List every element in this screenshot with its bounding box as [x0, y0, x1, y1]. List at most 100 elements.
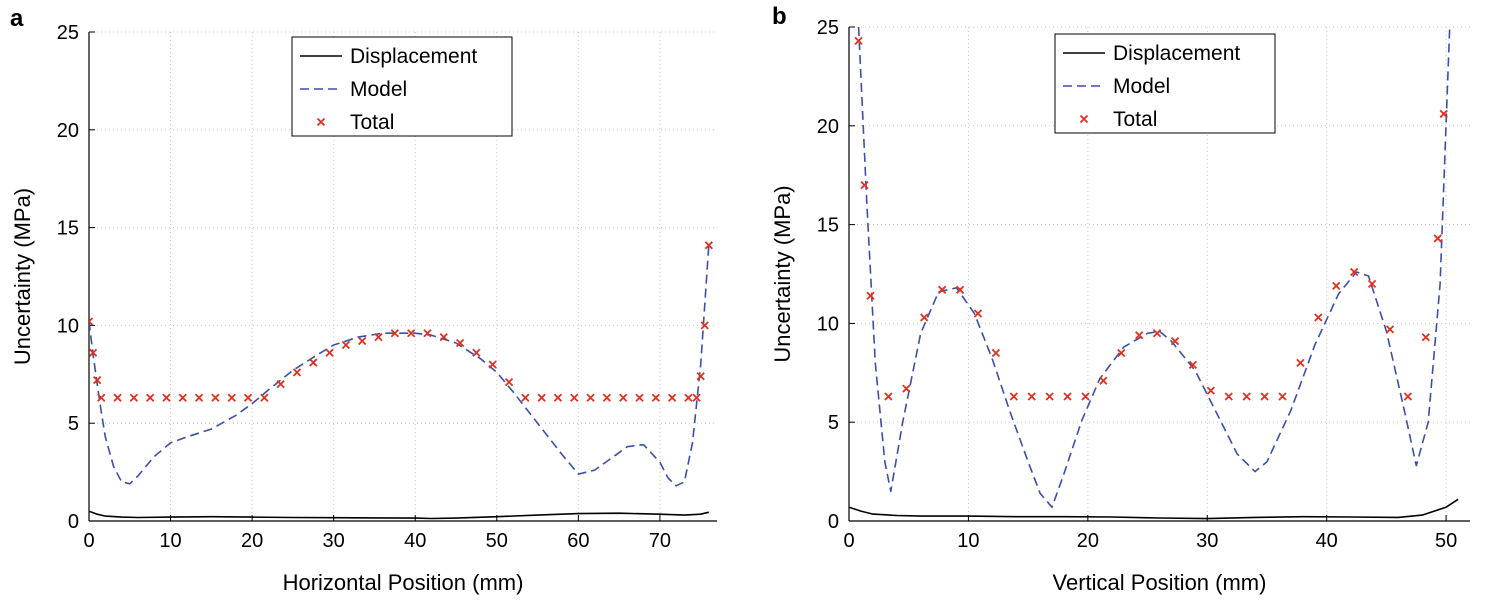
total-marker: [1099, 376, 1108, 385]
total-marker: [1350, 267, 1359, 277]
total-marker: [1439, 109, 1448, 119]
total-marker: [358, 336, 367, 346]
plot-area: [89, 241, 713, 520]
total-marker: [902, 384, 911, 393]
legend-label-total: Total: [1113, 108, 1157, 131]
total-marker: [955, 285, 965, 294]
total-marker: [194, 393, 204, 402]
total-marker: [113, 393, 122, 402]
y-tick-label: 0: [828, 511, 839, 533]
plot-area: [849, 27, 1459, 520]
legend-label-model: Model: [350, 78, 407, 101]
total-marker: [1242, 392, 1251, 401]
total-marker: [260, 393, 269, 402]
x-tick-label: 0: [83, 530, 94, 552]
total-marker: [1433, 234, 1442, 243]
total-marker: [89, 348, 98, 357]
total-marker: [1260, 392, 1269, 401]
total-marker: [504, 377, 514, 387]
total-marker: [866, 291, 875, 300]
total-marker: [178, 393, 187, 402]
panel-b: 0 10 20 30 40 50 0 5 10 15 20 25 Vertical Position (…: [770, 3, 1470, 595]
total-marker: [472, 348, 481, 357]
total-marker: [700, 321, 709, 330]
legend-label-total: Total: [350, 111, 394, 134]
y-tick-label: 10: [57, 315, 79, 337]
total-marker: [1117, 348, 1126, 358]
total-marker: [390, 329, 399, 338]
total-marker: [276, 379, 285, 389]
total-marker: [1403, 392, 1413, 401]
legend-box: [291, 36, 513, 137]
total-marker: [1027, 392, 1036, 401]
total-marker: [407, 329, 416, 338]
x-axis-label: Vertical Position (mm): [1053, 570, 1267, 595]
total-marker: [920, 313, 929, 322]
total-marker: [1367, 279, 1377, 289]
x-tick-label: 20: [1077, 530, 1099, 552]
total-marker: [854, 36, 863, 45]
series-displacement-line: [89, 510, 709, 520]
x-tick-label: 70: [649, 530, 671, 552]
total-marker: [146, 393, 155, 402]
x-tick-label: 40: [1316, 530, 1338, 552]
total-marker: [692, 393, 701, 402]
legend: Displacement Model Total: [1054, 33, 1276, 134]
x-tick-label: 50: [486, 530, 508, 552]
x-tick-label: 20: [241, 530, 263, 552]
total-marker: [973, 309, 983, 318]
series-model-line: [89, 245, 710, 487]
legend-marker-total: [316, 117, 326, 127]
y-tick-label: 15: [57, 218, 79, 240]
total-marker: [991, 348, 1001, 358]
x-tick-label: 50: [1435, 530, 1457, 552]
total-marker: [129, 393, 138, 402]
x-tick-label: 0: [843, 530, 854, 552]
total-marker: [93, 376, 102, 385]
x-tick-label: 60: [567, 530, 589, 552]
panel-letter: b: [772, 3, 787, 30]
panel-a: 0 10 20 30 40 50 60 70 0 5 10 15 20 25 Horizontal Posi…: [10, 5, 717, 595]
total-marker: [860, 180, 869, 190]
total-marker: [1170, 337, 1180, 346]
y-tick-label: 5: [68, 413, 79, 435]
total-marker: [704, 241, 713, 250]
total-marker: [374, 332, 383, 342]
total-marker: [635, 393, 644, 402]
total-marker: [619, 393, 628, 402]
total-marker: [488, 360, 497, 369]
total-marker: [341, 340, 351, 350]
x-tick-label: 10: [159, 530, 181, 552]
series-model-line: [857, 27, 1451, 508]
total-marker: [1063, 392, 1072, 401]
legend-label-model: Model: [1113, 75, 1170, 98]
y-tick-label: 20: [817, 116, 839, 138]
total-marker: [243, 393, 253, 402]
total-marker: [1385, 325, 1395, 334]
legend: Displacement Model Total: [291, 36, 513, 137]
total-marker: [1296, 358, 1305, 368]
total-marker: [586, 393, 595, 402]
total-marker: [1188, 360, 1198, 370]
y-axis-label: Uncertainty (MPa): [770, 185, 795, 362]
legend-label-displacement: Displacement: [1113, 42, 1240, 65]
legend-label-displacement: Displacement: [350, 45, 477, 68]
total-marker: [668, 393, 677, 402]
y-tick-label: 20: [57, 120, 79, 142]
total-marker: [1045, 392, 1054, 401]
x-axis-label: Horizontal Position (mm): [283, 570, 524, 595]
total-marker: [1009, 392, 1018, 401]
total-marker: [439, 332, 448, 342]
total-marker: [89, 317, 94, 326]
y-tick-label: 0: [68, 511, 79, 533]
x-tick-label: 30: [323, 530, 345, 552]
panel-letter: a: [10, 5, 24, 32]
x-tick-label: 10: [957, 530, 979, 552]
total-marker: [227, 393, 236, 402]
total-marker: [570, 393, 579, 402]
x-tick-label: 30: [1196, 530, 1218, 552]
series-total: [89, 241, 713, 402]
y-tick-label: 5: [828, 412, 839, 434]
